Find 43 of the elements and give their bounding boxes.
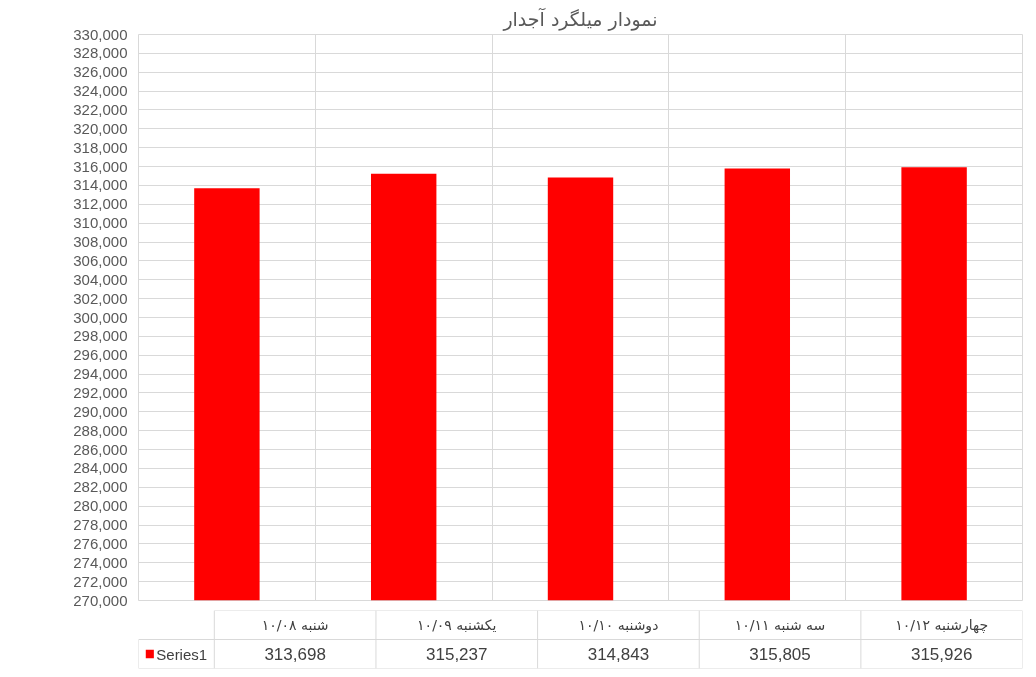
y-tick-label: 306,000	[73, 251, 128, 269]
y-tick-label: 274,000	[73, 553, 128, 571]
y-tick-label: 310,000	[73, 214, 128, 232]
y-tick-label: 326,000	[73, 63, 128, 81]
y-tick-label: 304,000	[73, 270, 128, 288]
y-tick-label: 272,000	[73, 572, 128, 590]
data-label: 315,805	[749, 645, 811, 664]
y-tick-label: 298,000	[73, 327, 128, 345]
y-tick-label: 288,000	[73, 421, 128, 439]
x-tick-label: یکشنبه ۱۰/۰۹	[417, 617, 497, 633]
x-tick-label: سه شنبه ۱۰/۱۱	[734, 617, 826, 633]
y-tick-label: 308,000	[73, 233, 128, 251]
y-tick-label: 322,000	[73, 100, 128, 118]
y-tick-label: 278,000	[73, 516, 128, 534]
x-tick-label: شنبه ۱۰/۰۸	[261, 617, 329, 633]
chart-title: نمودار میلگرد آجدار	[502, 6, 658, 31]
y-tick-label: 292,000	[73, 383, 128, 401]
data-label: 315,237	[426, 645, 488, 664]
y-tick-label: 330,000	[73, 25, 128, 43]
data-label: 315,926	[910, 645, 973, 664]
y-tick-label: 284,000	[73, 459, 128, 477]
y-tick-label: 280,000	[73, 497, 128, 515]
x-tick-label: دوشنبه ۱۰/۱۰	[578, 617, 659, 634]
y-tick-label: 294,000	[73, 365, 128, 383]
y-tick-label: 314,000	[73, 176, 128, 194]
y-tick-label: 300,000	[73, 308, 128, 326]
y-tick-label: 318,000	[73, 138, 128, 156]
y-tick-label: 312,000	[73, 195, 128, 213]
data-label: 314,843	[587, 645, 650, 664]
data-label: 313,698	[264, 645, 326, 664]
y-tick-label: 320,000	[73, 119, 128, 137]
y-tick-label: 328,000	[73, 44, 128, 62]
y-tick-label: 290,000	[73, 402, 128, 420]
y-tick-label: 282,000	[73, 478, 128, 496]
y-tick-label: 302,000	[73, 289, 128, 307]
x-tick-label: چهارشنبه ۱۰/۱۲	[895, 617, 989, 634]
y-tick-label: 286,000	[73, 440, 128, 458]
legend-label: Series1	[156, 645, 208, 663]
y-tick-label: 270,000	[73, 591, 128, 609]
y-tick-label: 316,000	[73, 157, 128, 175]
y-tick-label: 324,000	[73, 82, 128, 100]
y-tick-label: 276,000	[73, 534, 128, 552]
y-tick-label: 296,000	[73, 346, 128, 364]
